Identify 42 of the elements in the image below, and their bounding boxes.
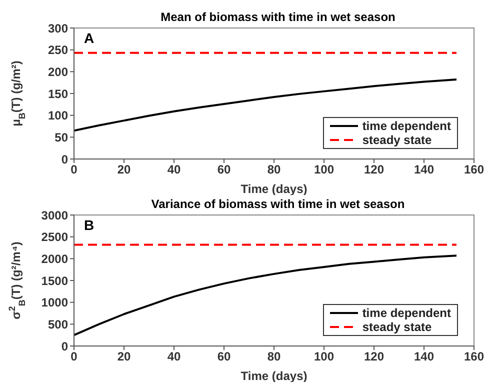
x-tick-label: 80: [267, 162, 281, 177]
x-tick-label: 80: [267, 350, 281, 364]
legend-label: time dependent: [362, 119, 451, 133]
x-tick-label: 40: [167, 350, 181, 364]
y-tick-label: 0: [61, 339, 68, 354]
x-tick-label: 20: [117, 162, 131, 177]
y-tick-label: 2000: [41, 252, 68, 266]
y-tick-label: 2500: [41, 230, 68, 244]
x-tick-label: 40: [167, 162, 181, 177]
x-tick-label: 160: [464, 162, 484, 177]
x-tick-label: 120: [364, 162, 384, 177]
legend-label: steady state: [362, 320, 432, 334]
y-tick-label: 200: [48, 64, 68, 79]
line-series: [74, 254, 458, 336]
x-tick-label: 100: [314, 162, 334, 177]
x-tick-label: 20: [117, 350, 131, 364]
y-tick-label: 1000: [41, 296, 68, 310]
x-tick-label: 60: [217, 350, 231, 364]
chart-title: Variance of biomass with time in wet season: [150, 197, 406, 211]
y-tick-label: 300: [48, 21, 68, 36]
x-tick-label: 120: [364, 350, 384, 364]
legend-label: steady state: [362, 133, 432, 147]
y-tick-label: 500: [48, 317, 68, 332]
x-tick-label: 100: [314, 350, 334, 364]
legend-label: time dependent: [362, 306, 451, 320]
line-series: [74, 78, 458, 132]
x-tick-label: 60: [217, 162, 231, 177]
annotation: B: [84, 217, 94, 233]
y-tick-label: 1500: [41, 274, 68, 288]
y-tick-label: 150: [48, 86, 68, 101]
chart-title: Mean of biomass with time in wet season: [160, 10, 396, 24]
annotation: A: [84, 30, 94, 46]
y-tick-label: 50: [54, 130, 68, 144]
y-tick-label: 100: [48, 108, 68, 123]
x-tick-label: 0: [70, 350, 78, 364]
x-tick-label: 0: [70, 162, 78, 177]
x-tick-label: 140: [414, 350, 434, 364]
y-tick-label: 3000: [41, 208, 68, 222]
x-tick-label: 160: [464, 350, 484, 364]
y-tick-label: 0: [61, 152, 68, 166]
y-tick-label: 250: [48, 43, 68, 58]
x-tick-label: 140: [414, 162, 434, 177]
